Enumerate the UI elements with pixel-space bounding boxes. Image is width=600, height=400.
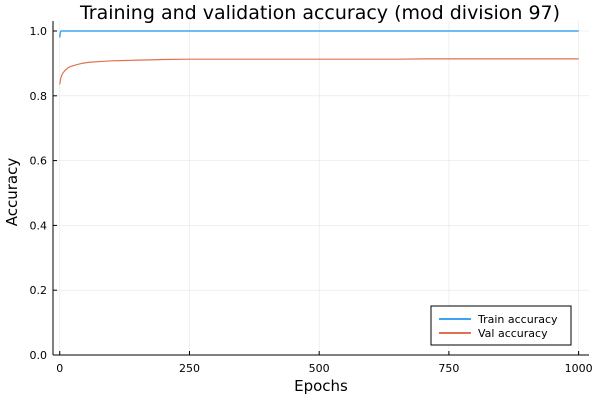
series-layer (59, 30, 579, 85)
y-tick-label: 0.8 (30, 90, 48, 103)
chart-title: Training and validation accuracy (mod di… (79, 2, 560, 24)
legend-box (430, 305, 572, 346)
y-tick-label: 1.0 (30, 25, 48, 38)
axes (52, 21, 589, 356)
y-tick-label: 0.0 (30, 349, 48, 362)
legend-label-val: Val accuracy (478, 327, 548, 340)
train-accuracy-line (59, 30, 579, 38)
y-tick-label: 0.4 (30, 219, 48, 232)
x-tick-label: 0 (56, 362, 63, 375)
x-tick-label: 500 (309, 362, 330, 375)
ticks: 0 250 500 750 1000 0.0 0.2 0.4 0.6 0.8 1.0 (30, 25, 593, 375)
y-axis-label: Accuracy (3, 158, 21, 227)
x-axis-label: Epochs (294, 377, 348, 395)
x-tick-label: 250 (179, 362, 200, 375)
y-tick-label: 0.2 (30, 284, 48, 297)
legend-label-train: Train accuracy (477, 313, 558, 326)
grid (53, 21, 589, 356)
legend: Train accuracy Val accuracy (430, 305, 572, 346)
val-accuracy-line (59, 58, 579, 85)
x-tick-label: 1000 (565, 362, 593, 375)
x-tick-label: 750 (438, 362, 459, 375)
y-tick-label: 0.6 (30, 155, 48, 168)
